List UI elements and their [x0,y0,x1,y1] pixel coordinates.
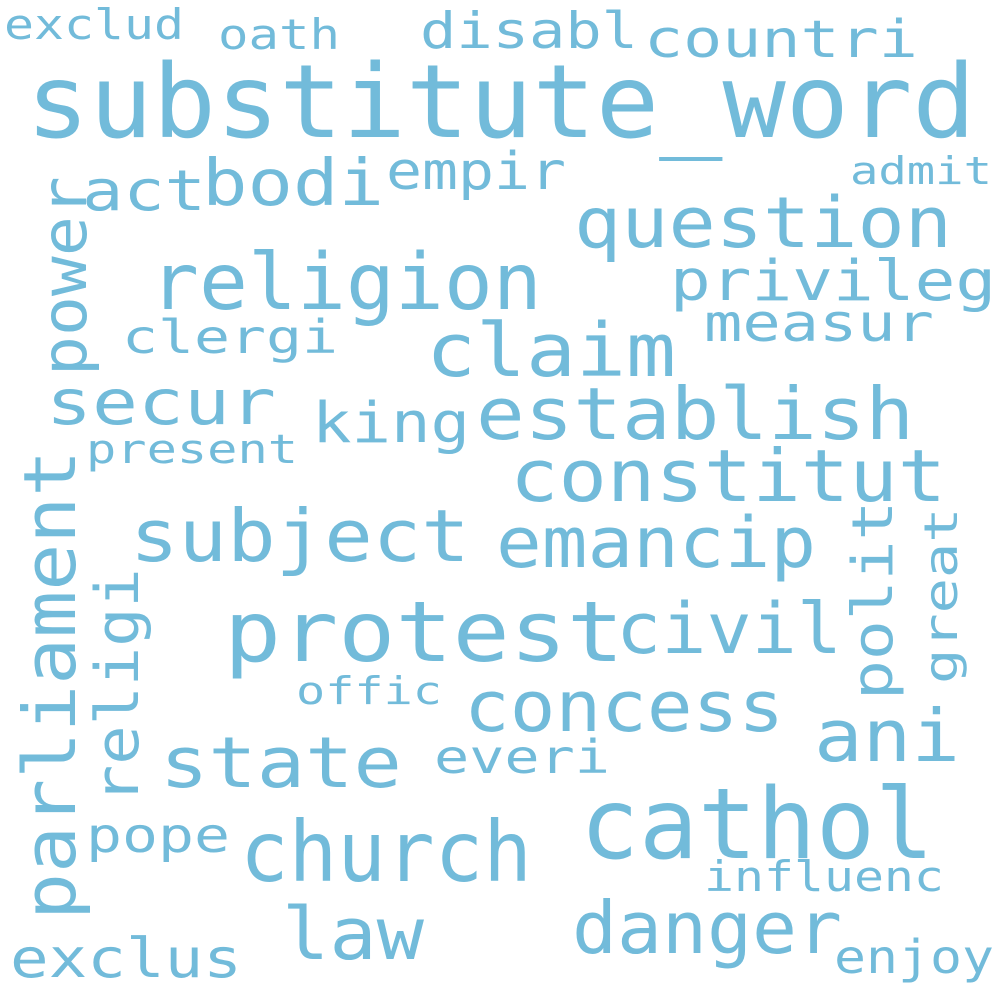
word-establish: establish [476,372,915,456]
word-countri: countri [644,10,918,70]
word-measur: measur [704,294,934,354]
word-civil: civil [616,588,843,670]
word-privileg: privileg [670,249,997,314]
word-question: question [574,182,952,264]
word-disabl: disabl [420,2,639,60]
word-influenc: influenc [704,852,944,901]
word-present: present [86,427,299,473]
word-bodi: bodi [202,147,385,221]
word-ani: ani [814,694,961,778]
word-enjoy: enjoy [834,930,994,984]
word-everi: everi [434,730,611,784]
word-danger: danger [572,886,842,970]
word-offic: offic [296,669,442,713]
word-admit: admit [850,149,992,193]
word-emancip: emancip [496,502,817,584]
word-law: law [282,892,425,976]
word-subject: subject [130,494,470,578]
word-exclus: exclus [10,927,242,990]
word-secur: secur [46,366,276,439]
word-exclud: exclud [4,0,184,49]
word-claim: claim [426,308,676,394]
word-king: king [312,391,471,456]
word-cathol: cathol [580,768,935,882]
word-concess: concess [464,666,785,748]
word-parliament: parliament [8,449,92,920]
word-state: state [160,722,402,804]
word-clergi: clergi [122,310,339,364]
word-substitute-word: substitute_word [26,43,976,162]
word-polit: polit [841,500,906,700]
word-power: power [28,176,101,376]
word-religion: religion [150,238,542,328]
word-religi: religi [83,568,153,804]
word-church: church [240,803,532,901]
word-act: act [82,159,207,224]
word-empir: empir [386,142,567,202]
word-protest: protest [224,583,625,681]
word-constitut: constitut [510,434,947,518]
word-pope: pope [86,808,231,864]
word-great: great [914,507,968,684]
word-oath: oath [218,10,340,59]
